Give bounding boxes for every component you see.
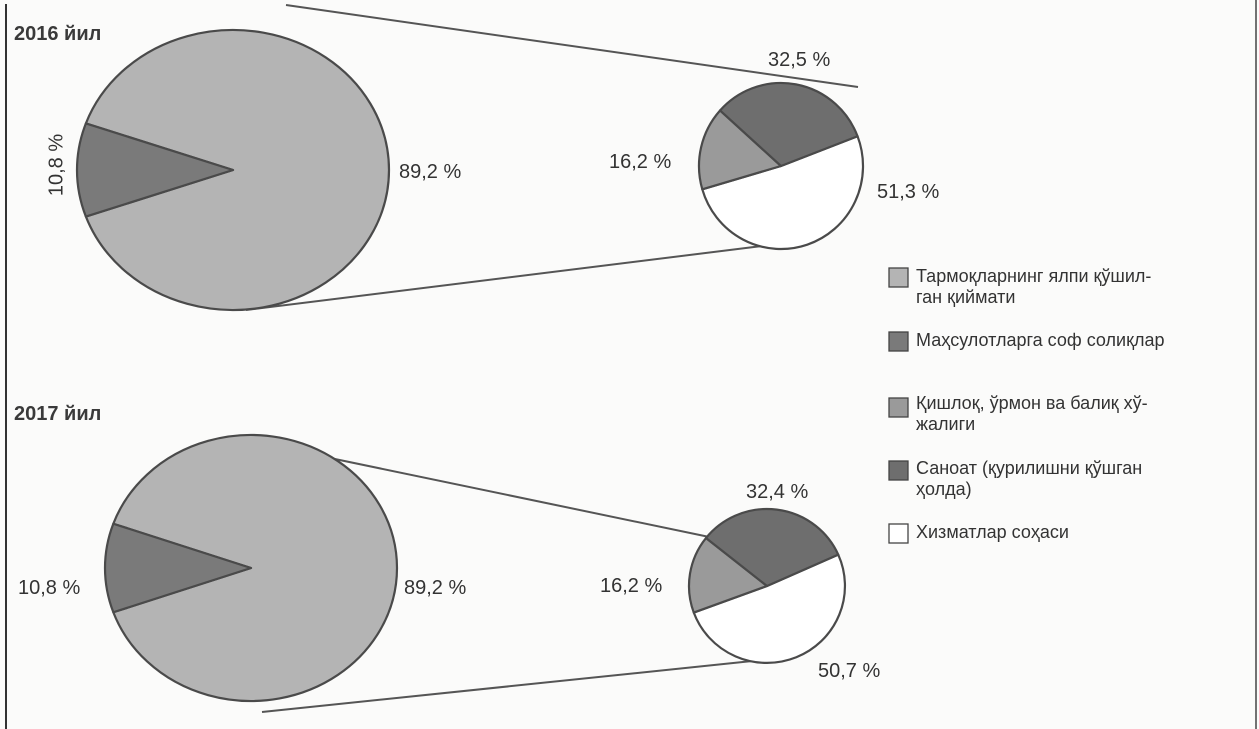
slice-label-2016-gva: 89,2 %: [399, 161, 461, 183]
slice-label-2016-agri: 16,2 %: [609, 151, 671, 173]
slice-label-2017-gva: 89,2 %: [404, 577, 466, 599]
legend-item-gva: Тармоқларнинг ялпи қўшил- ган қиймати: [888, 266, 1151, 307]
legend-label-services: Хизматлар соҳаси: [916, 522, 1069, 542]
legend-label-industry-line2: ҳолда): [916, 479, 972, 499]
legend-item-taxes: Маҳсулотларга соф солиқлар: [888, 330, 1164, 352]
legend-label-taxes: Маҳсулотларга соф солиқлар: [916, 330, 1164, 350]
pie-slice-2017-agri: [687, 536, 769, 614]
connector-line-2016-top: [285, 4, 859, 88]
slice-label-2016-taxes: 10,8 %: [45, 134, 67, 196]
legend-item-agri: Қишлоқ, ўрмон ва балиқ хў- жалиги: [888, 393, 1148, 434]
legend-label-gva-line1: Тармоқларнинг ялпи қўшил-: [916, 266, 1151, 286]
pie-slice-2016-agri: [697, 109, 783, 191]
pie-slice-2016-services: [701, 135, 865, 251]
slice-label-2016-services: 51,3 %: [877, 181, 939, 203]
slice-label-2017-industry: 32,4 %: [746, 481, 808, 503]
pie-slice-2016-gva: [84, 28, 391, 312]
legend-swatch-taxes: [888, 331, 909, 352]
chart-2016: 2016 йил 10,8 % 89,2 % 32,5 % 16,2 % 51,…: [14, 4, 939, 312]
chart-2017: 2017 йил 10,8 % 89,2 % 32,4 % 16,2 % 50,…: [14, 403, 880, 713]
pie-slice-2017-services: [692, 553, 846, 664]
main-pie-2017: [103, 433, 399, 703]
slice-label-2016-industry: 32,5 %: [768, 49, 830, 71]
legend: Тармоқларнинг ялпи қўшил- ган қиймати Ма…: [888, 266, 1164, 544]
legend-label-industry-line1: Саноат (қурилишни қўшган: [916, 458, 1142, 478]
legend-item-industry: Саноат (қурилишни қўшган ҳолда): [888, 458, 1142, 499]
breakdown-pie-2017: [687, 507, 846, 664]
pie-slice-2017-industry: [704, 507, 840, 588]
pie-slice-2016-taxes: [75, 122, 235, 218]
legend-item-services: Хизматлар соҳаси: [888, 522, 1069, 544]
slice-label-2017-taxes: 10,8 %: [18, 577, 80, 599]
pie-slice-2017-taxes: [103, 522, 253, 614]
chart-title-2017: 2017 йил: [14, 403, 101, 425]
connector-lines-2016: [245, 4, 859, 311]
connector-line-2017-bottom: [261, 659, 763, 713]
connector-line-2016-bottom: [245, 245, 763, 311]
slice-label-2017-services: 50,7 %: [818, 660, 880, 682]
main-pie-2016: [75, 28, 391, 312]
breakdown-pie-2016: [697, 81, 865, 251]
legend-swatch-agri: [888, 397, 909, 418]
legend-label-agri-line1: Қишлоқ, ўрмон ва балиқ хў-: [916, 393, 1148, 413]
chart-title-2016: 2016 йил: [14, 23, 101, 45]
legend-label-agri-line2: жалиги: [916, 414, 975, 434]
legend-swatch-gva: [888, 267, 909, 288]
slice-label-2017-agri: 16,2 %: [600, 575, 662, 597]
pie-slice-2016-industry: [718, 81, 859, 168]
legend-swatch-industry: [888, 460, 909, 481]
legend-swatch-services: [888, 523, 909, 544]
legend-label-gva-line2: ган қиймати: [916, 287, 1015, 307]
pie-slice-2017-gva: [112, 433, 399, 703]
